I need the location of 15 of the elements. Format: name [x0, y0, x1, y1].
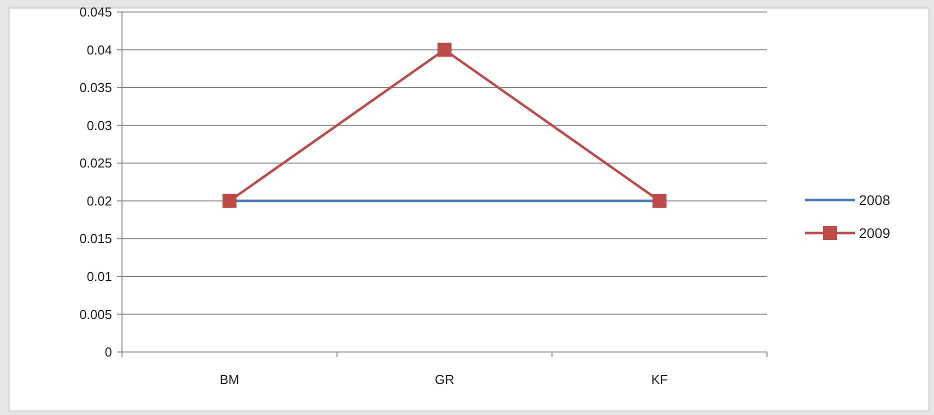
legend-label: 2008 — [859, 192, 890, 208]
y-tick-label: 0.045 — [79, 4, 112, 20]
legend-label: 2009 — [859, 224, 890, 241]
y-tick-label: 0.025 — [79, 156, 112, 171]
y-tick-label: 0.015 — [79, 231, 112, 246]
y-tick-label: 0.005 — [79, 306, 112, 322]
x-tick-label: KF — [651, 372, 668, 387]
x-tick-label: GR — [434, 372, 454, 387]
y-tick-label: 0.035 — [79, 80, 112, 96]
y-tick-label: 0.01 — [86, 268, 112, 284]
y-tick-label: 0.03 — [86, 118, 112, 133]
x-tick-label: BM — [220, 372, 240, 387]
y-tick-label: 0 — [104, 344, 112, 360]
y-tick-label: 0.04 — [86, 42, 112, 58]
y-tick-label: 0.02 — [86, 193, 112, 208]
